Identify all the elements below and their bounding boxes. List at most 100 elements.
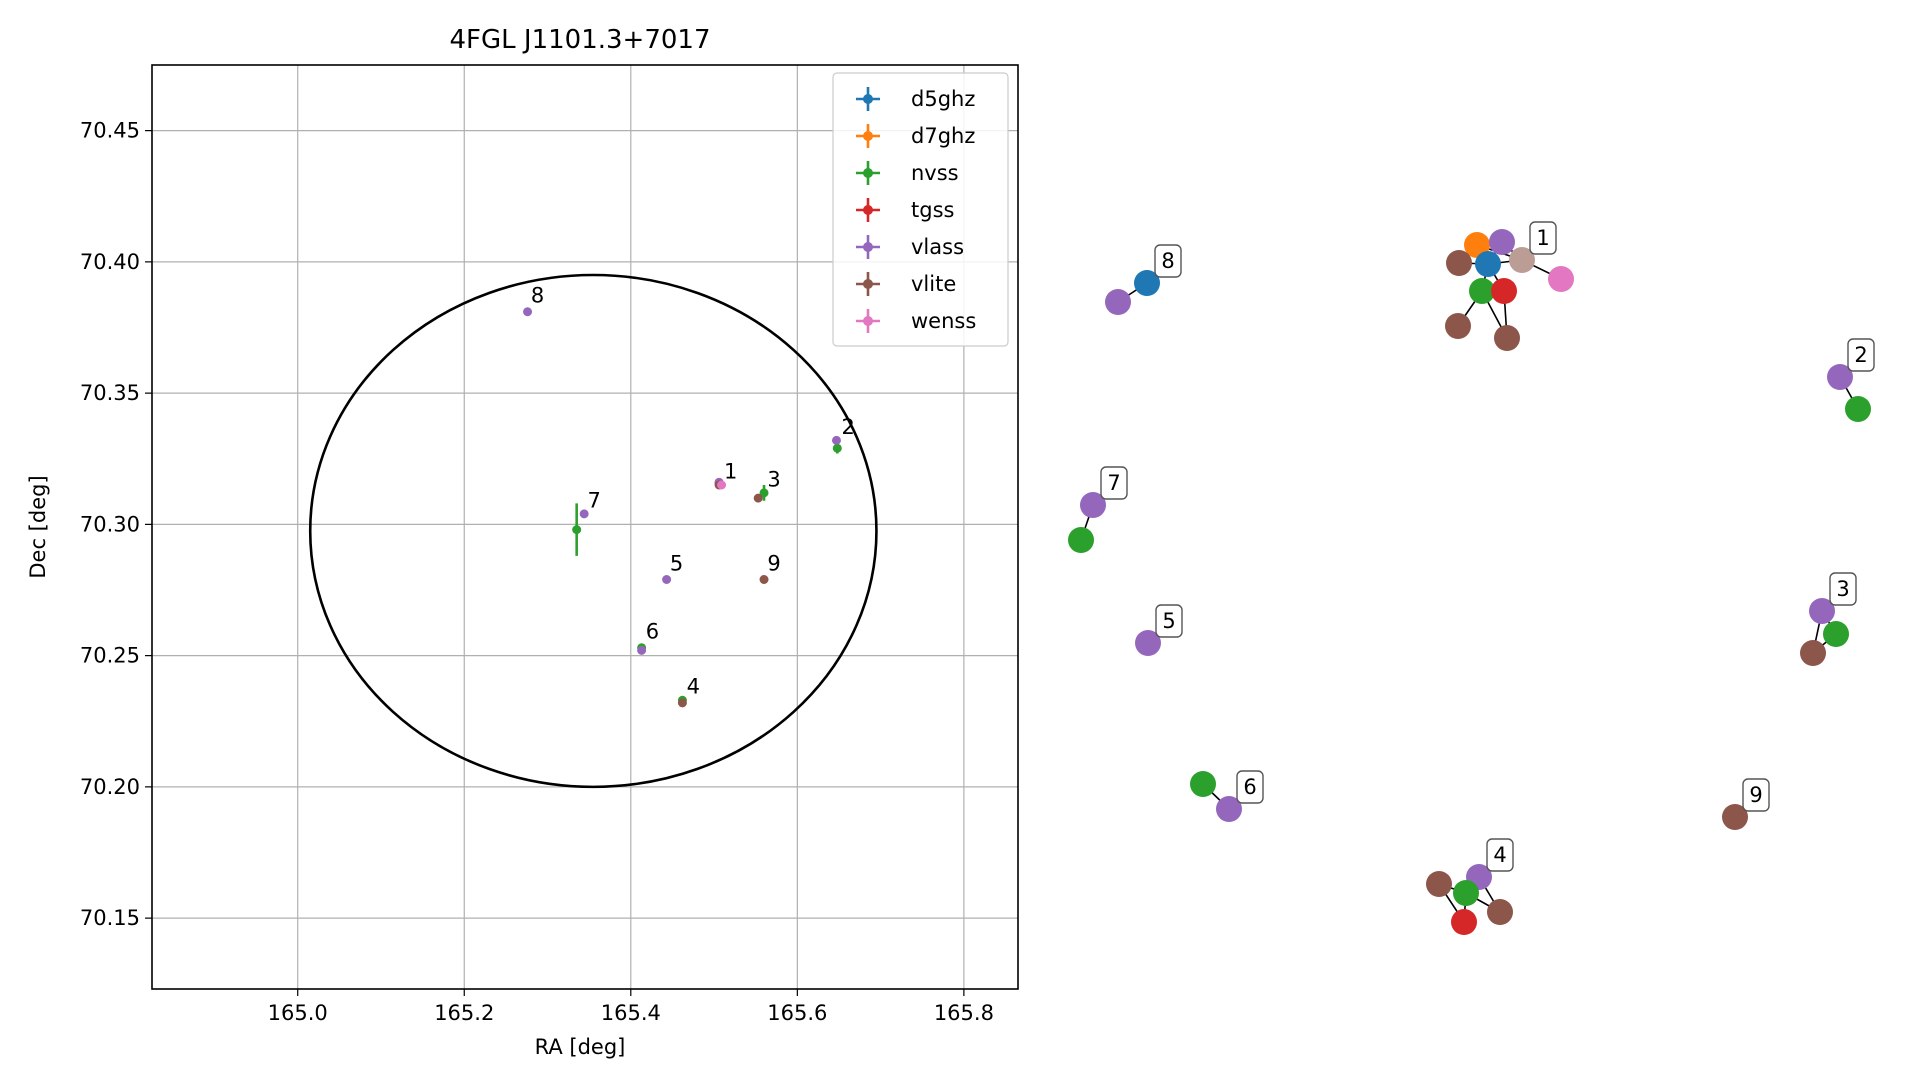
network-label: 4 — [1493, 843, 1506, 867]
network-node — [1446, 250, 1472, 276]
legend-label-vlite: vlite — [911, 272, 956, 296]
source-label: 4 — [687, 675, 700, 699]
network-node — [1487, 899, 1513, 925]
legend-label-wenss: wenss — [911, 309, 976, 333]
data-point-vlass — [523, 307, 533, 317]
x-tick-label: 165.4 — [601, 1001, 661, 1025]
network-nodes — [1068, 229, 1871, 935]
y-tick-label: 70.25 — [80, 644, 140, 668]
network-node — [1445, 313, 1471, 339]
data-point-vlass — [579, 509, 589, 519]
legend-label-vlass: vlass — [911, 235, 964, 259]
legend: d5ghz d7ghz nvss tgss vlass vlite wenss — [832, 72, 1009, 347]
network-node — [1134, 270, 1160, 296]
network-label-box — [1529, 221, 1557, 255]
network-node — [1509, 247, 1535, 273]
y-tick-label: 70.15 — [80, 906, 140, 930]
network-node — [1190, 771, 1216, 797]
network-label-box — [1829, 572, 1857, 606]
chart-title: 4FGL J1101.3+7017 — [450, 25, 711, 55]
source-label: 3 — [767, 467, 780, 491]
y-tick-label: 70.45 — [80, 119, 140, 143]
data-points — [523, 307, 842, 708]
error-ellipse — [308, 273, 878, 789]
legend-label-nvss: nvss — [911, 161, 959, 185]
network-labels: 1 2 3 4 5 6 7 8 9 — [1100, 221, 1875, 872]
axis-ticks: 165.0 165.2 165.4 165.6 165.8 70.15 70.20 70.25… — [80, 119, 994, 1025]
network-node — [1722, 804, 1748, 830]
network-node — [1464, 232, 1490, 258]
network-node — [1809, 598, 1835, 624]
plot-frame — [151, 64, 1019, 990]
data-point-wenss — [717, 480, 727, 490]
network-label-box — [1155, 604, 1183, 638]
network-label: 9 — [1749, 783, 1762, 807]
data-point-vlite — [677, 698, 687, 708]
legend-box — [832, 72, 1009, 347]
legend-marker — [863, 242, 873, 252]
x-tick-label: 165.2 — [434, 1001, 494, 1025]
network-node — [1216, 796, 1242, 822]
legend-marker — [863, 279, 873, 289]
x-axis-label: RA [deg] — [535, 1035, 626, 1059]
legend-label-d5ghz: d5ghz — [911, 87, 975, 111]
network-node — [1135, 630, 1161, 656]
network-node — [1845, 396, 1871, 422]
source-labels: 1 2 3 4 5 6 7 8 9 — [531, 284, 855, 699]
network-node — [1080, 492, 1106, 518]
network-label: 7 — [1107, 471, 1120, 495]
source-label: 1 — [724, 459, 737, 483]
source-label: 6 — [646, 620, 659, 644]
source-label: 2 — [841, 415, 854, 439]
data-point-vlass — [637, 645, 647, 655]
network-label-box — [1236, 770, 1264, 804]
network-node — [1469, 278, 1495, 304]
data-point-vlite — [753, 493, 763, 503]
x-tick-label: 165.6 — [767, 1001, 827, 1025]
x-tick-label: 165.0 — [268, 1001, 328, 1025]
network-node — [1823, 621, 1849, 647]
network-node — [1800, 640, 1826, 666]
network-label-box — [1742, 778, 1770, 812]
data-point-nvss — [572, 525, 582, 535]
network-label: 5 — [1162, 609, 1175, 633]
network-node — [1426, 871, 1452, 897]
network-node — [1451, 909, 1477, 935]
y-axis-label: Dec [deg] — [26, 475, 50, 578]
legend-label-d7ghz: d7ghz — [911, 124, 975, 148]
network-label-box — [1100, 466, 1128, 500]
source-label: 7 — [587, 488, 600, 512]
network-label-box — [1486, 838, 1514, 872]
legend-marker — [863, 205, 873, 215]
y-tick-label: 70.35 — [80, 381, 140, 405]
network-node — [1105, 289, 1131, 315]
source-label: 5 — [670, 551, 683, 575]
network-node — [1453, 880, 1479, 906]
network-label: 6 — [1243, 775, 1256, 799]
data-point-vlass — [831, 435, 841, 445]
network-label: 2 — [1854, 343, 1867, 367]
network-label-box — [1154, 244, 1182, 278]
y-tick-label: 70.30 — [80, 512, 140, 536]
data-point-nvss — [832, 443, 842, 453]
legend-marker — [863, 316, 873, 326]
source-label: 8 — [531, 284, 544, 308]
network-label-box — [1847, 338, 1875, 372]
data-point-nvss — [759, 488, 769, 498]
network-node — [1489, 229, 1515, 255]
network-node — [1827, 364, 1853, 390]
data-point-vlite — [759, 575, 769, 584]
y-tick-label: 70.40 — [80, 250, 140, 274]
legend-marker — [863, 131, 873, 141]
network-node — [1475, 251, 1501, 277]
network-node — [1491, 278, 1517, 304]
legend-marker — [863, 94, 873, 104]
legend-label-tgss: tgss — [911, 198, 954, 222]
error-ellipse-layer — [308, 273, 878, 789]
data-point-vlass — [662, 575, 672, 584]
network-label: 1 — [1536, 226, 1549, 250]
network-node — [1494, 325, 1520, 351]
network-node — [1068, 527, 1094, 553]
